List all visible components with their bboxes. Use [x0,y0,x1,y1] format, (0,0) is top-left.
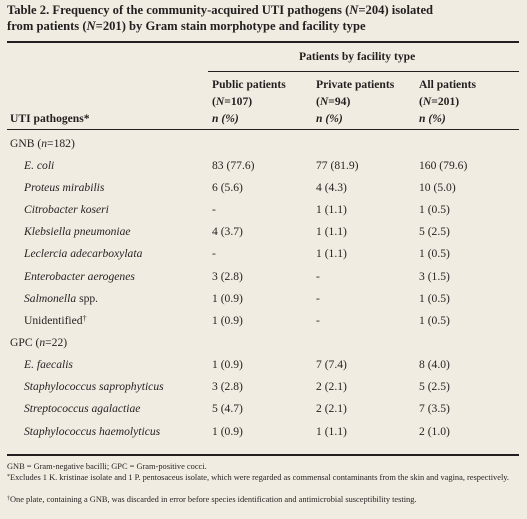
col-header-private: Private patients [316,78,395,91]
cell-all: 1 (0.5) [419,247,450,260]
cell-private: - [316,314,320,327]
cell-all: 1 (0.5) [419,203,450,216]
cell-public: - [212,247,216,260]
cell-private: - [316,292,320,305]
cell-all: 5 (2.5) [419,225,450,238]
cell-all: 2 (1.0) [419,425,450,438]
cell-private: - [316,270,320,283]
cell-private: 1 (1.1) [316,203,347,216]
group-label-gnb: GNB (n=182) [10,137,75,150]
col-header-public: Public patients [212,78,286,91]
cell-public: 5 (4.7) [212,402,243,415]
row-label: Klebsiella pneumoniae [24,225,131,238]
col-unit-all: n (%) [419,112,446,125]
row-label: Salmonella spp. [24,292,99,305]
cell-all: 1 (0.5) [419,292,450,305]
group-header: Patients by facility type [299,50,416,63]
cell-all: 1 (0.5) [419,314,450,327]
row-label: E. faecalis [24,358,73,371]
cell-public: 3 (2.8) [212,380,243,393]
header-bottom-rule [7,129,519,130]
cell-public: 1 (0.9) [212,292,243,305]
cell-all: 10 (5.0) [419,181,456,194]
row-label: E. coli [24,159,55,172]
table-title: Table 2. Frequency of the community-acqu… [7,3,434,33]
cell-private: 4 (4.3) [316,181,347,194]
cell-private: 7 (7.4) [316,358,347,371]
row-label: Citrobacter koseri [24,203,109,216]
cell-all: 3 (1.5) [419,270,450,283]
cell-public: - [212,203,216,216]
cell-public: 4 (3.7) [212,225,243,238]
cell-public: 6 (5.6) [212,181,243,194]
cell-public: 1 (0.9) [212,425,243,438]
bottom-rule [7,454,519,456]
cell-public: 1 (0.9) [212,314,243,327]
top-rule [7,41,519,43]
footnote-star: *Excludes 1 K. kristinae isolate and 1 P… [7,473,510,482]
cell-all: 7 (3.5) [419,402,450,415]
cell-all: 160 (79.6) [419,159,468,172]
cell-private: 1 (1.1) [316,225,347,238]
col-unit-public: n (%) [212,112,239,125]
row-label: Staphylococcus saprophyticus [24,380,164,393]
cell-all: 5 (2.5) [419,380,450,393]
cell-private: 2 (2.1) [316,380,347,393]
dagger-mark: † [82,314,87,323]
cell-public: 1 (0.9) [212,358,243,371]
row-label: Enterobacter aerogenes [24,270,135,283]
footnote-abbreviations: GNB = Gram-negative bacilli; GPC = Gram-… [7,462,207,471]
col-header-private-n: (N=94) [316,95,351,108]
col-unit-private: n (%) [316,112,343,125]
row-label: Staphylococcus haemolyticus [24,425,161,438]
row-label: Proteus mirabilis [24,181,105,194]
row-label: Leclercia adecarboxylata [24,247,143,260]
group-label-gpc: GPC (n=22) [10,336,68,349]
group-header-rule [208,71,519,72]
cell-private: 1 (1.1) [316,425,347,438]
stub-header: UTI pathogens* [10,112,90,125]
cell-private: 77 (81.9) [316,159,359,172]
row-label: Streptococcus agalactiae [24,402,141,415]
cell-public: 3 (2.8) [212,270,243,283]
col-header-all: All patients [419,78,477,91]
cell-private: 1 (1.1) [316,247,347,260]
footnote-dagger: †One plate, containing a GNB, was discar… [7,495,417,504]
col-header-public-n: (N=107) [212,95,253,108]
cell-public: 83 (77.6) [212,159,255,172]
cell-private: 2 (2.1) [316,402,347,415]
col-header-all-n: (N=201) [419,95,460,108]
cell-all: 8 (4.0) [419,358,450,371]
row-label: Unidentified† [24,314,87,327]
